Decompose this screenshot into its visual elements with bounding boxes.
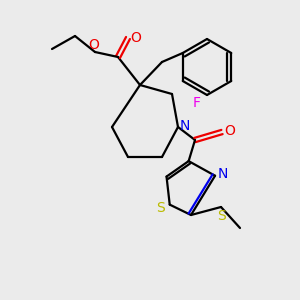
Text: N: N — [180, 119, 190, 133]
Text: S: S — [156, 201, 165, 214]
Text: S: S — [218, 209, 226, 223]
Text: O: O — [130, 31, 141, 45]
Text: O: O — [88, 38, 99, 52]
Text: O: O — [225, 124, 236, 138]
Text: N: N — [218, 167, 228, 181]
Text: F: F — [193, 96, 201, 110]
